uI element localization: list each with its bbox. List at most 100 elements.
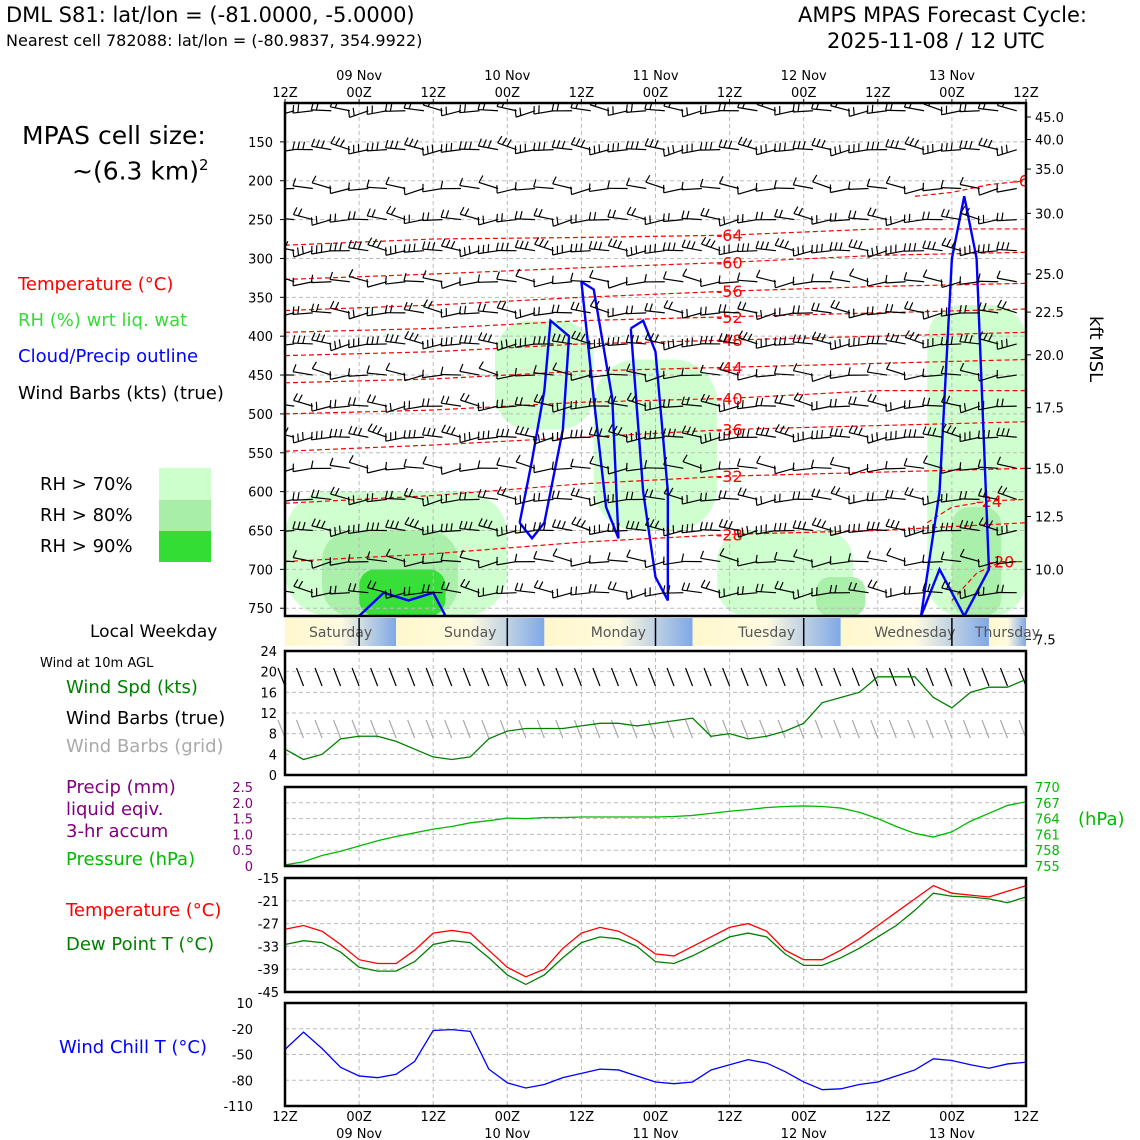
wind-barb-feather [384, 304, 388, 313]
wind-barb-47 [404, 137, 425, 151]
wind-barb-feather [649, 430, 652, 439]
wind-barb-staff [978, 107, 999, 112]
bottom-time-label-5: 00Z [643, 1110, 669, 1125]
wind-barb-feather [950, 336, 954, 345]
wind-barb-staff [700, 467, 721, 473]
wind-barb-259 [625, 305, 647, 315]
wind-barb-staff [552, 467, 573, 471]
wind-barb-feather [996, 555, 999, 564]
wind-barb-57 [588, 144, 610, 156]
wind-barb-feather [987, 139, 993, 148]
wind-barb-feather [663, 300, 669, 308]
wind-barb-feather [459, 434, 461, 443]
wind-barb-feather [792, 248, 795, 257]
wind-barb-feather [533, 307, 535, 316]
wind-barb-feather [927, 427, 932, 435]
wind-barb-71 [848, 143, 869, 154]
wind-barb-377 [588, 398, 610, 407]
wind-barb-feather [459, 104, 462, 113]
top-time-label-0: 12Z [272, 86, 298, 101]
wind-barb-staff [848, 403, 869, 407]
wind-barb-feather [366, 179, 370, 188]
wind-barb-558 [978, 517, 999, 532]
wind-barb-feather [816, 303, 820, 312]
rh-region-2 [359, 569, 446, 616]
wind-barb-feather [335, 137, 341, 146]
wind-barb-623 [700, 579, 721, 594]
wind-barb-feather [853, 523, 856, 533]
wind-barb-553 [885, 518, 906, 532]
wind-barb-feather [858, 427, 863, 436]
wind-barb-289 [440, 336, 462, 347]
wind-barb-staff [626, 213, 647, 221]
surface-barb-grid-36 [944, 719, 953, 739]
wind-barb-48 [422, 144, 443, 156]
wind-barb-427 [774, 423, 795, 438]
wind-barb-feather [556, 402, 559, 411]
wind-barb-feather [959, 590, 962, 599]
wind-barb-staff [330, 493, 350, 500]
wind-barb-feather [316, 333, 321, 342]
wind-barb-staff [793, 213, 814, 221]
surface-barb-true-3 [333, 667, 342, 687]
wind-barb-staff [904, 106, 925, 112]
wind-barb-484 [347, 495, 369, 506]
wind-barb-staff [997, 343, 1017, 350]
wind-barb-373 [514, 396, 536, 407]
wind-barb-feather [292, 178, 297, 187]
wind-barb-feather [811, 137, 816, 146]
wind-barb-staff [627, 399, 647, 407]
wind-barb-165 [367, 237, 388, 252]
wind-barb-493 [514, 495, 536, 505]
top-date-label-2: 11 Nov [632, 69, 678, 84]
legend-temp-series: Temperature (°C) [66, 900, 222, 921]
wind-barb-feather [347, 310, 350, 319]
wind-barb-632 [867, 579, 888, 594]
wind-barb-feather [672, 144, 675, 154]
wind-barb-feather [403, 372, 406, 381]
wind-barb-158 [977, 214, 999, 225]
wind-barb-staff [285, 110, 295, 114]
wind-barb-staff [608, 110, 628, 117]
wind-barb-477 [959, 462, 980, 471]
wind-barb-staff [978, 466, 999, 469]
wind-barb-463 [700, 464, 721, 473]
wind-barb-staff [292, 371, 313, 376]
wind-barb-feather [389, 103, 393, 112]
wind-barb-staff [292, 110, 313, 114]
wind-barb-feather [667, 213, 670, 222]
wind-barb-feather [848, 108, 850, 117]
wind-barb-feather [709, 432, 712, 441]
wind-barb-feather [885, 361, 891, 370]
wind-barb-feather [292, 434, 295, 443]
wind-barb-feather [747, 139, 753, 148]
wind-barb-feather [797, 491, 801, 500]
wind-barb-feather [468, 141, 472, 150]
wind-barb-feather [858, 337, 860, 346]
wind-barb-237 [959, 276, 980, 285]
wind-barb-feather [352, 211, 356, 220]
wind-barb-feather [718, 217, 721, 227]
wind-ytick-label-5: 4 [269, 748, 277, 763]
wind-barb-feather [367, 423, 373, 431]
wind-barb-593 [886, 547, 906, 563]
wind-barb-feather [755, 554, 758, 563]
wind-barb-feather [570, 586, 573, 596]
wind-barb-staff [422, 374, 443, 379]
wind-barb-feather [908, 429, 912, 438]
wind-barb-feather [876, 335, 880, 344]
wind-barb-feather [594, 300, 600, 309]
wind-barb-feather [394, 521, 400, 530]
wind-barb-staff [404, 592, 425, 596]
wind-barb-staff [422, 529, 443, 536]
wind-barb-staff [311, 145, 332, 151]
wind-barb-feather [723, 490, 727, 499]
wind-barb-feather [654, 140, 659, 148]
wind-barb-feather [468, 431, 471, 440]
wind-barb-feather [372, 425, 378, 433]
wind-barb-feather [774, 394, 779, 403]
wind-barb-feather [496, 103, 500, 107]
rh-region-6 [816, 577, 866, 616]
wind-barb-feather [334, 428, 338, 437]
wind-barb-staff [607, 312, 628, 318]
